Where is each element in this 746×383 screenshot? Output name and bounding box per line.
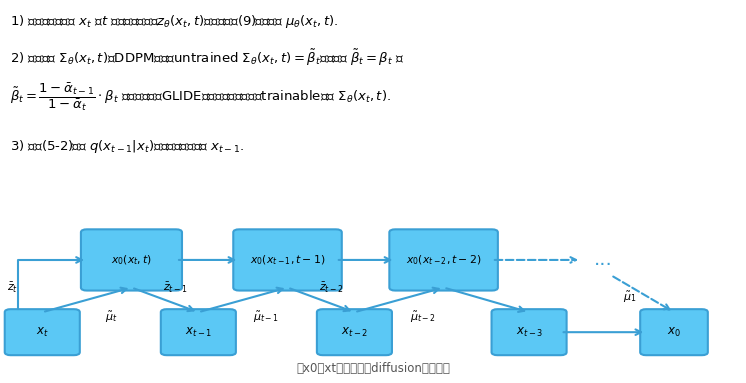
Text: $\bar{z}_{t-2}$: $\bar{z}_{t-2}$ xyxy=(319,282,344,295)
Text: $\tilde{\mu}_1$: $\tilde{\mu}_1$ xyxy=(623,290,636,305)
Text: $x_t$: $x_t$ xyxy=(36,326,48,339)
Text: $\tilde{\mu}_{t-1}$: $\tilde{\mu}_{t-1}$ xyxy=(253,310,279,325)
Text: $x_0(x_{t-2},t-2)$: $x_0(x_{t-2},t-2)$ xyxy=(406,253,481,267)
Text: 3) 根据(5-2)得到 $q(x_{t-1}|x_t)$，利用重参数得到 $x_{t-1}$.: 3) 根据(5-2)得到 $q(x_{t-1}|x_t)$，利用重参数得到 $x… xyxy=(10,138,245,155)
Text: $\bar{z}_{t-1}$: $\bar{z}_{t-1}$ xyxy=(163,282,188,295)
FancyBboxPatch shape xyxy=(4,309,80,355)
FancyBboxPatch shape xyxy=(492,309,567,355)
Text: $x_{t-1}$: $x_{t-1}$ xyxy=(185,326,212,339)
Text: 1) 每个时间步通过 $x_t$ 和$t$ 来预测高斯噪声$z_{\theta}(x_t,t)$，随后根据(9)得到均值 $\mu_{\theta}(x_t,t: 1) 每个时间步通过 $x_t$ 和$t$ 来预测高斯噪声$z_{\theta}… xyxy=(10,13,339,30)
Text: ...: ... xyxy=(594,250,612,269)
Text: $x_0(x_t,t)$: $x_0(x_t,t)$ xyxy=(111,253,152,267)
FancyBboxPatch shape xyxy=(640,309,708,355)
Text: $\tilde{\mu}_t$: $\tilde{\mu}_t$ xyxy=(105,310,118,325)
FancyBboxPatch shape xyxy=(389,229,498,291)
Text: $x_{t-2}$: $x_{t-2}$ xyxy=(341,326,368,339)
Text: $\tilde{\beta}_t = \dfrac{1-\bar{\alpha}_{t-1}}{1-\bar{\alpha}_t} \cdot \beta_t$: $\tilde{\beta}_t = \dfrac{1-\bar{\alpha}… xyxy=(10,81,391,113)
Text: $x_0(x_{t-1},t-1)$: $x_0(x_{t-1},t-1)$ xyxy=(250,253,325,267)
FancyBboxPatch shape xyxy=(233,229,342,291)
Text: $x_0$: $x_0$ xyxy=(667,326,681,339)
FancyBboxPatch shape xyxy=(317,309,392,355)
FancyBboxPatch shape xyxy=(161,309,236,355)
Text: $x_{t-3}$: $x_{t-3}$ xyxy=(515,326,542,339)
Text: $\bar{z}_t$: $\bar{z}_t$ xyxy=(7,282,19,295)
Text: $\tilde{\mu}_{t-2}$: $\tilde{\mu}_{t-2}$ xyxy=(410,310,436,325)
Text: 在x0和xt反复横跳的diffusion逆向过程: 在x0和xt反复横跳的diffusion逆向过程 xyxy=(296,362,450,375)
FancyBboxPatch shape xyxy=(81,229,182,291)
Text: 2) 得到方差 $\Sigma_{\theta}(x_t,t)$，DDPM中使用untrained $\Sigma_{\theta}(x_t,t) = \til: 2) 得到方差 $\Sigma_{\theta}(x_t,t)$，DDPM中使用… xyxy=(10,47,405,67)
